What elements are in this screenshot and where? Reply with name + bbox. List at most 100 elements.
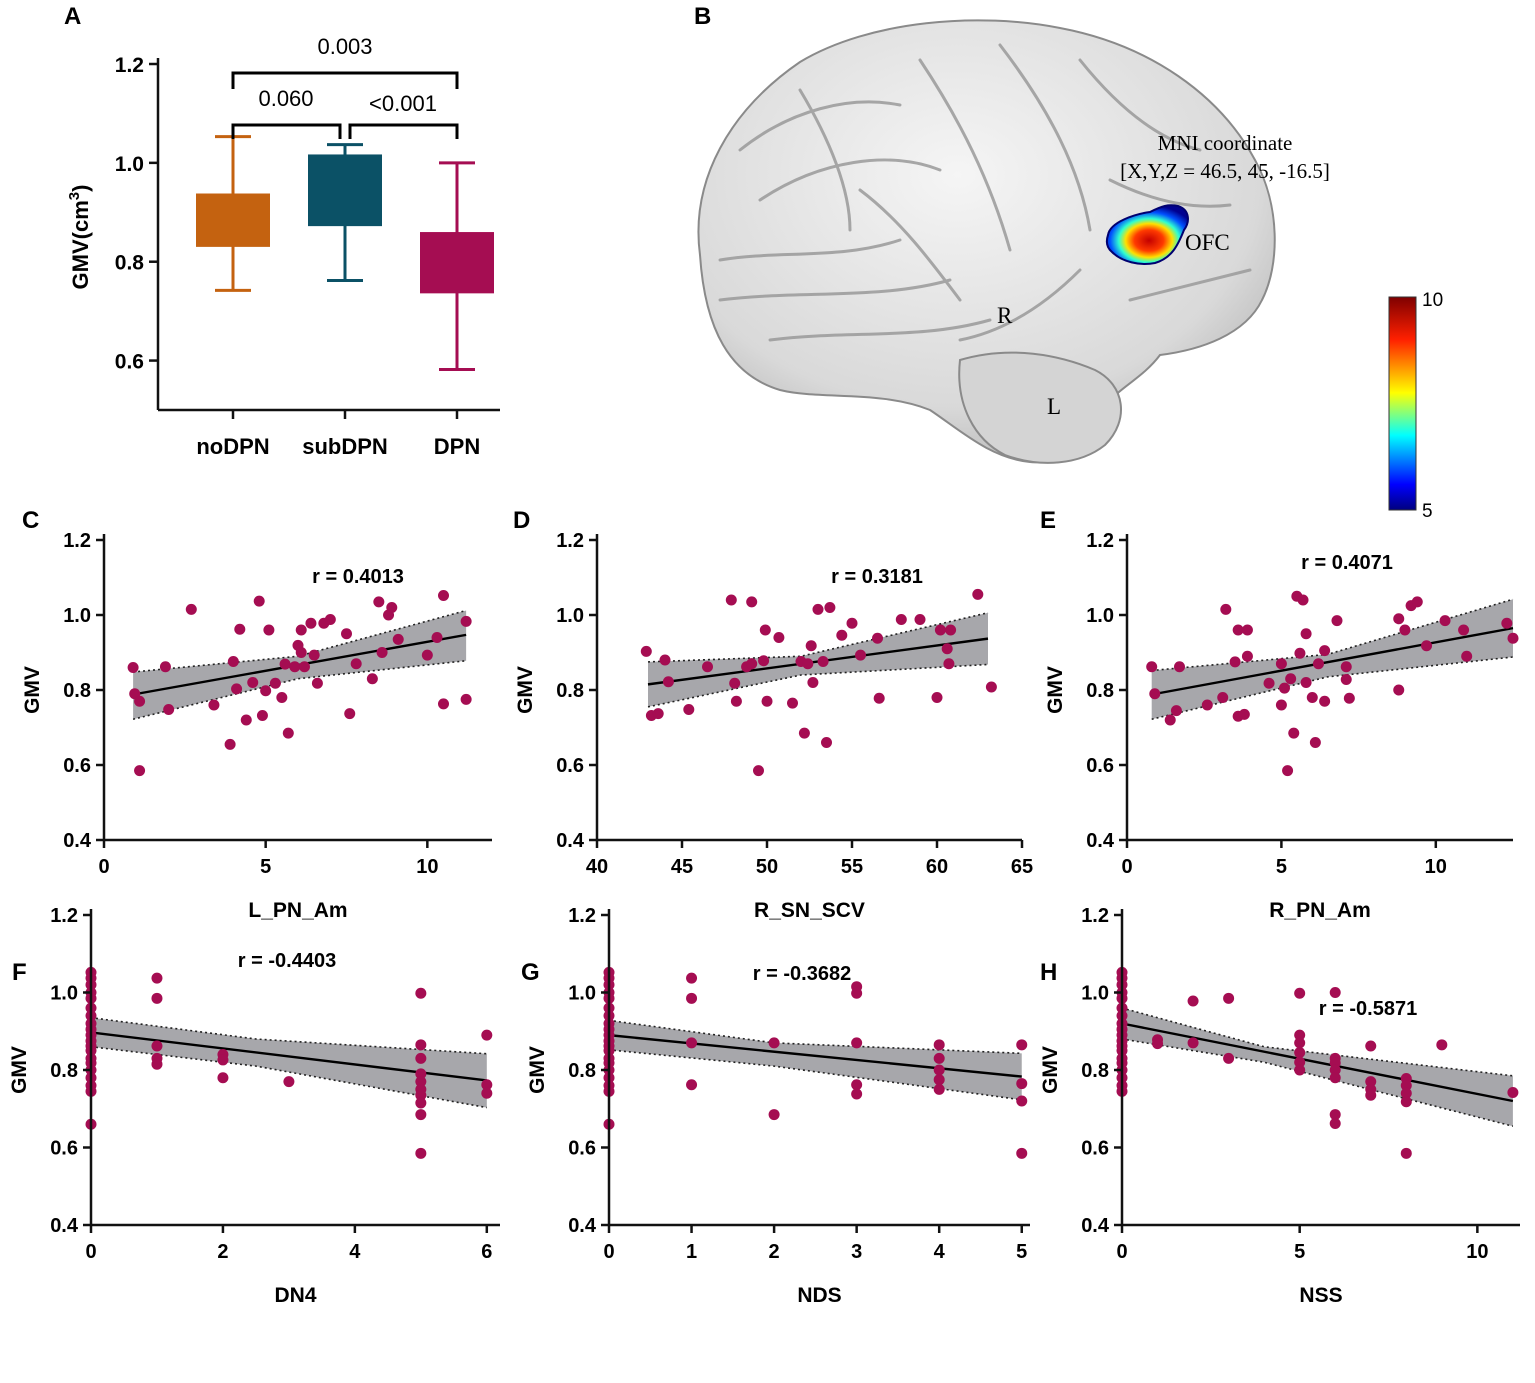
data-point [686,1079,698,1091]
data-point [933,1064,945,1076]
data-point [851,1088,863,1100]
data-point [1223,1052,1235,1064]
data-point [341,628,352,640]
x-axis-title: R_PN_Am [1269,899,1371,922]
y-tick-label: 1.2 [63,530,91,552]
data-point [151,992,163,1004]
data-point [683,704,695,715]
y-tick-label: 0.6 [1086,755,1114,777]
p-value-label: 0.003 [317,34,372,59]
data-point [1164,714,1176,726]
data-point [1400,1087,1412,1099]
data-point [1439,615,1451,627]
data-point [185,603,197,615]
data-point [151,1058,163,1070]
data-point [773,632,785,643]
data-point [817,656,829,667]
data-point [758,655,770,667]
y-axis-title: GMV [1044,666,1067,714]
x-tick-label: 5 [260,856,271,878]
y-tick-label: 1.0 [1081,983,1109,1005]
y-tick-label: 1.2 [115,54,144,77]
confidence-band [609,1020,1022,1100]
data-point [1329,1064,1341,1076]
data-point [415,1052,427,1064]
y-tick-label: 1.2 [50,905,78,927]
data-point [1365,1076,1377,1088]
colorbar-max-label: 10 [1422,290,1443,311]
data-point [1399,624,1411,636]
data-point [686,1037,698,1049]
data-point [344,708,356,720]
data-point [807,677,819,688]
data-point [1294,987,1306,999]
x-axis-title: DN4 [274,1284,316,1307]
data-point [1319,695,1331,707]
data-point [855,649,866,661]
y-tick-label: 0.6 [63,755,91,777]
data-point [1400,1147,1412,1159]
correlation-label: r = 0.4013 [312,566,404,588]
y-tick-label: 0.8 [115,252,145,275]
data-point [1421,640,1433,652]
data-point [224,738,236,750]
data-point [366,673,378,685]
data-point [163,704,175,715]
data-point [324,614,336,625]
data-point [1241,650,1253,662]
data-point [247,677,259,688]
panel-h-scatter: H 0.4 0.6 0.8 1.0 1.2 0 5 10 NSS GMV r = -0.5871 [1039,905,1520,1307]
data-point [1294,1047,1306,1059]
hemisphere-l-label: L [1047,394,1061,419]
x-tick-label: 60 [926,856,948,878]
data-point [725,594,737,606]
data-point [298,661,310,673]
y-tick-label: 0.4 [50,1215,79,1237]
data-point [933,1074,945,1086]
y-axis-title: GMV [8,1046,31,1094]
data-point [1300,677,1312,688]
data-point [1282,765,1294,777]
data-point [686,972,698,984]
data-point [260,685,272,697]
ci-lower-line [647,663,989,708]
data-point [279,658,291,670]
data-point [746,596,758,608]
x-tick-label: 10 [1425,856,1447,878]
data-point [253,595,265,607]
data-point [269,677,281,689]
x-tick-label: 0 [603,1241,614,1263]
x-tick-label: 3 [851,1241,862,1263]
correlation-label: r = -0.4403 [238,950,336,972]
y-tick-label: 0.4 [1086,830,1115,852]
data-point [1263,677,1275,689]
data-point [1275,699,1287,711]
panel-g-scatter: G 0.4 0.6 0.8 1.0 1.2 0 1 2 3 4 5 NDS GMV r = -0.3682 [521,905,1030,1307]
x-tick-label: 10 [416,856,438,878]
data-point [415,1089,427,1101]
data-point [415,1097,427,1109]
data-point [824,602,836,613]
data-point [1238,708,1250,720]
panel-d-scatter: D 0.4 0.6 0.8 1.0 1.2 40 45 50 55 60 65 R_SN_SCV GMV r… [513,507,1033,922]
data-point [1201,699,1213,711]
data-point [1173,661,1185,673]
data-point [1501,617,1513,629]
data-point [1152,1038,1164,1050]
data-point [415,987,427,999]
data-point [873,692,885,704]
panel-f-scatter: F 0.4 0.6 0.8 1.0 1.2 0 2 4 6 DN4 GMV r = -0.4403 [8,905,500,1307]
data-point [1411,596,1423,608]
correlation-label: r = 0.4071 [1301,552,1393,574]
data-point [415,1039,427,1051]
y-tick-label: 0.6 [568,1138,596,1160]
data-point [127,662,139,673]
data-point [282,727,294,739]
ci-lower-line [1121,1038,1514,1127]
data-point [231,683,243,695]
data-point [481,1029,493,1041]
data-point [1170,705,1182,717]
data-point [1285,673,1297,685]
x-axis-title: L_PN_Am [248,899,347,922]
